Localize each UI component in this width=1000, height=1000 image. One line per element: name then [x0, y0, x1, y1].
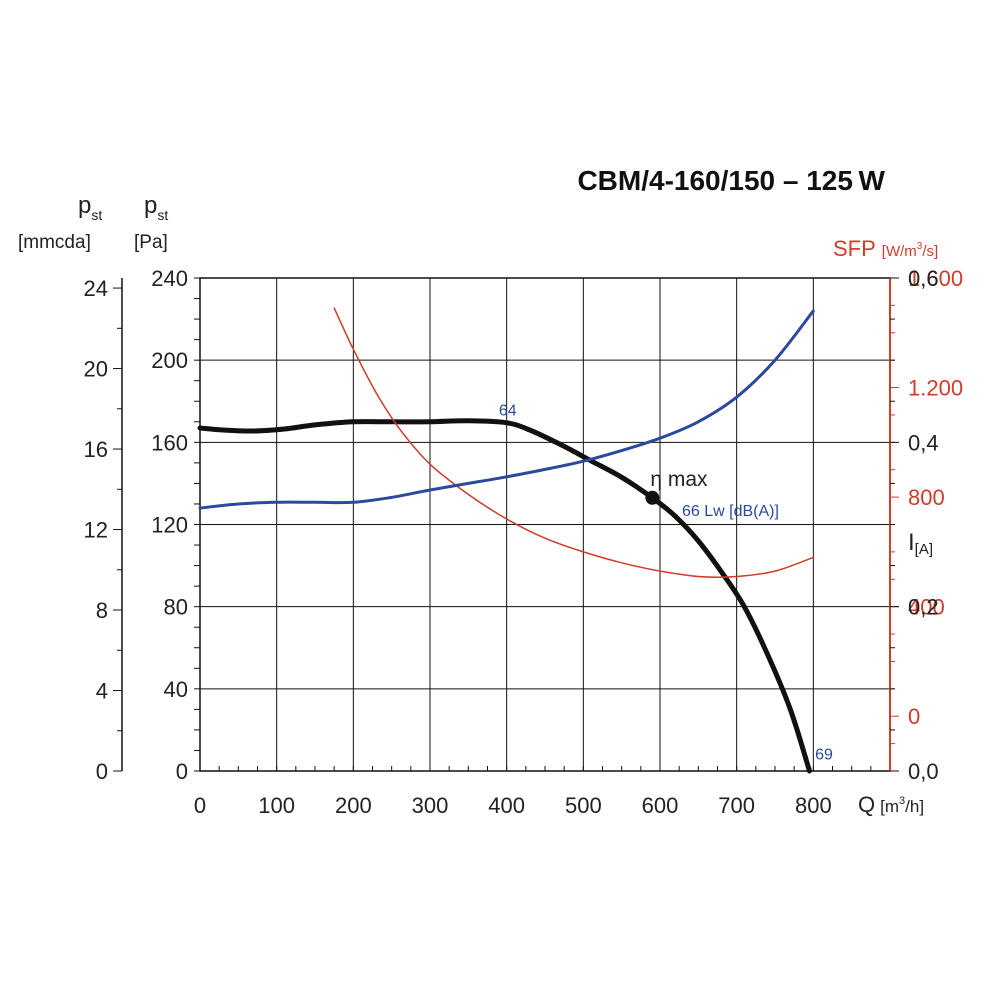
x-axis-label: Q [m3/h]	[858, 792, 924, 817]
lw-69-label: 69	[815, 747, 833, 764]
pa-tick-label: 120	[151, 513, 188, 538]
sfp-tick-label: 1.200	[908, 376, 963, 401]
x-tick-label: 500	[565, 793, 602, 818]
current-curve	[198, 309, 815, 510]
sfp-tick-label: 400	[908, 595, 945, 620]
pa-axis-unit: [Pa]	[134, 232, 168, 253]
pa-tick-label: 240	[151, 266, 188, 291]
x-tick-label: 100	[258, 793, 295, 818]
pa-tick-label: 200	[151, 348, 188, 373]
mmcda-tick-label: 16	[84, 437, 108, 462]
mmcda-tick-label: 24	[84, 276, 108, 301]
pa-axis-header: pst [Pa]	[134, 192, 168, 253]
mmcda-tick-label: 0	[96, 759, 108, 784]
pa-tick-label: 80	[164, 595, 188, 620]
eta-max-label: η max	[650, 468, 708, 491]
pa-tick-label: 160	[151, 430, 188, 455]
axes: 0 100 200 300 400 500 600 700 800040801201602002…	[84, 266, 964, 818]
x-tick-label: 600	[642, 793, 679, 818]
sfp-tick-label: 0	[908, 704, 920, 729]
pressure-curve	[197, 418, 812, 774]
mmcda-tick-label: 4	[96, 679, 108, 704]
lw-64-label: 64	[499, 403, 517, 420]
sfp-curve	[333, 307, 815, 578]
current-tick-label: 0,2	[908, 595, 939, 620]
eta-max-point	[645, 490, 660, 505]
lw-66-label: 66 Lw [dB(A)]	[682, 503, 779, 520]
series-lines	[197, 307, 815, 774]
x-tick-label: 0	[194, 793, 206, 818]
current-axis-label: I[A]	[908, 529, 933, 558]
x-tick-label: 300	[412, 793, 449, 818]
pa-axis-label: pst	[144, 192, 168, 223]
mmcda-axis-header: pst [mmcda]	[18, 192, 102, 253]
pa-tick-label: 0	[176, 759, 188, 784]
mmcda-axis-unit: [mmcda]	[18, 232, 91, 253]
mmcda-tick-label: 12	[84, 518, 108, 543]
sfp-axis-label: SFP [W/m3/s]	[833, 236, 938, 261]
x-tick-label: 200	[335, 793, 372, 818]
sfp-tick-label: 800	[908, 485, 945, 510]
current-tick-label: 0,6	[908, 266, 939, 291]
current-tick-label: 0,0	[908, 759, 939, 784]
x-tick-label: 800	[795, 793, 832, 818]
mmcda-tick-label: 8	[96, 598, 108, 623]
x-tick-label: 700	[718, 793, 755, 818]
x-tick-label: 400	[488, 793, 525, 818]
mmcda-tick-label: 20	[84, 357, 108, 382]
chart-title: CBM/4-160/150 – 125 W	[577, 165, 885, 196]
current-tick-label: 0,4	[908, 430, 939, 455]
pa-tick-label: 40	[164, 677, 188, 702]
sfp-tick-label: 1.600	[908, 266, 963, 291]
mmcda-axis-label: pst	[78, 192, 102, 223]
